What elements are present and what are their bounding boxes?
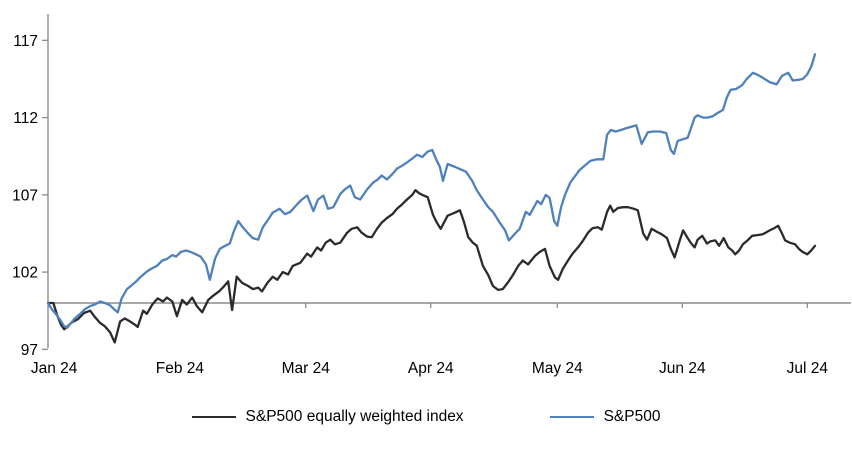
x-tick-label: Apr 24	[408, 360, 454, 377]
x-tick-label: Jul 24	[787, 360, 829, 377]
legend-item-sp500: S&P500	[549, 408, 661, 426]
equal-weight-line-swatch	[191, 416, 236, 418]
y-tick-label: 117	[13, 33, 38, 50]
y-tick-label: 102	[12, 265, 38, 282]
x-tick-label: May 24	[532, 360, 583, 377]
y-tick-label: 97	[21, 342, 38, 359]
legend: S&P500 equally weighted index S&P500	[0, 408, 852, 426]
legend-label-equal-weight: S&P500 equally weighted index	[245, 408, 464, 425]
x-tick-label: Feb 24	[156, 360, 205, 377]
y-tick-label: 107	[12, 187, 38, 204]
legend-label-sp500: S&P500	[603, 408, 661, 425]
x-tick-label: Mar 24	[282, 360, 331, 377]
legend-item-equal-weight: S&P500 equally weighted index	[191, 408, 464, 426]
x-tick-label: Jun 24	[659, 360, 706, 377]
equal-weight-line	[46, 189, 817, 344]
x-tick-label: Jan 24	[31, 360, 78, 377]
y-tick-label: 112	[13, 110, 38, 127]
sp500-line-swatch	[549, 416, 594, 418]
sp500-line	[46, 53, 817, 329]
